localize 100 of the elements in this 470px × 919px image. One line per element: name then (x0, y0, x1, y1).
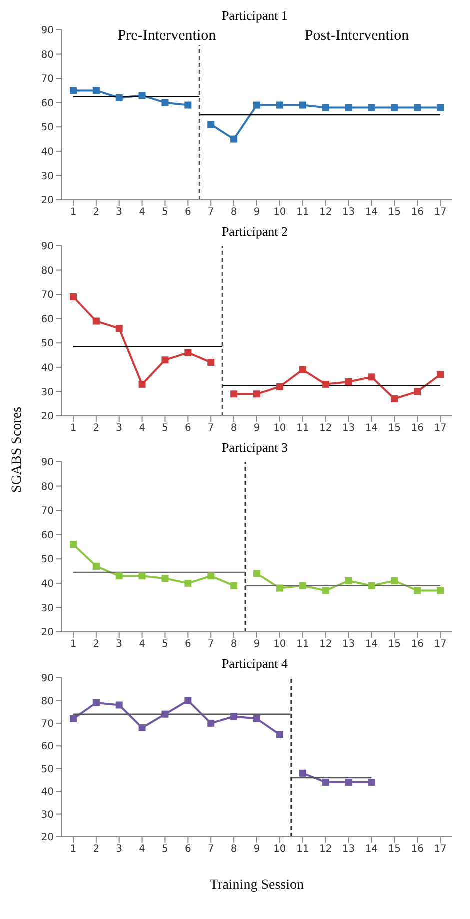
y-tick-label: 60 (41, 98, 54, 110)
x-tick-label: 17 (434, 639, 447, 650)
chart-title: Participant 1 (220, 8, 290, 24)
x-tick-label: 3 (116, 844, 123, 856)
x-tick-label: 2 (93, 844, 100, 856)
point (414, 104, 422, 112)
point (70, 541, 77, 548)
x-tick-label: 2 (93, 639, 100, 650)
point (276, 383, 284, 390)
point (116, 572, 123, 580)
y-tick-label: 80 (41, 50, 54, 61)
point (391, 104, 398, 112)
x-tick-label: 7 (208, 844, 214, 856)
point (322, 778, 330, 786)
point (116, 94, 123, 102)
point (184, 580, 192, 587)
x-tick-label: 6 (184, 639, 192, 650)
x-tick-label: 6 (184, 207, 192, 218)
x-tick-label: 16 (411, 844, 424, 856)
x-tick-label: 10 (274, 844, 286, 856)
point (208, 572, 215, 580)
point (414, 388, 422, 396)
point (368, 104, 376, 112)
y-tick-label: 80 (41, 266, 54, 277)
x-tick-label: 1 (70, 844, 77, 856)
x-tick-label: 12 (319, 844, 332, 856)
x-tick-label: 8 (230, 639, 238, 650)
point (208, 359, 215, 366)
x-tick-label: 1 (70, 423, 77, 434)
x-tick-label: 7 (208, 207, 214, 218)
x-tick-label: 17 (434, 207, 447, 218)
point (368, 778, 376, 786)
point (92, 562, 100, 570)
y-tick-label: 40 (41, 787, 54, 798)
y-tick-label: 20 (41, 196, 54, 207)
point (208, 720, 215, 727)
point (162, 356, 169, 364)
y-tick-label: 40 (41, 578, 54, 590)
x-tick-label: 11 (296, 639, 310, 650)
x-tick-label: 14 (365, 207, 378, 218)
x-tick-label: 3 (116, 423, 123, 434)
point (162, 575, 169, 582)
point (138, 724, 146, 732)
x-tick-label: 3 (116, 207, 123, 218)
x-tick-label: 14 (365, 639, 378, 650)
chart-title: Participant 2 (220, 224, 290, 240)
y-tick-label: 20 (41, 832, 54, 844)
point (230, 390, 238, 398)
y-tick-label: 70 (41, 290, 54, 302)
x-tick-label: 2 (93, 207, 100, 218)
x-tick-label: 11 (296, 423, 310, 434)
y-tick-label: 40 (41, 362, 54, 374)
point (184, 102, 192, 109)
point (437, 371, 444, 378)
y-tick-label: 60 (41, 742, 54, 753)
y-tick-label: 90 (41, 242, 54, 253)
point (230, 582, 238, 590)
point (230, 136, 238, 143)
y-tick-label: 40 (41, 146, 54, 158)
point (92, 318, 100, 325)
x-tick-label: 13 (342, 207, 356, 218)
point (138, 92, 146, 100)
x-tick-label: 4 (139, 423, 146, 434)
y-tick-label: 20 (41, 628, 54, 639)
point (437, 104, 444, 112)
point (116, 702, 123, 709)
x-tick-label: 12 (319, 423, 332, 434)
x-tick-label: 17 (434, 423, 447, 434)
x-tick-label: 2 (93, 423, 100, 434)
x-tick-label: 16 (411, 423, 424, 434)
x-tick-label: 1 (70, 207, 77, 218)
x-tick-label: 10 (274, 207, 286, 218)
point (322, 380, 330, 388)
x-tick-label: 9 (254, 423, 260, 434)
x-tick-label: 11 (296, 207, 310, 218)
point (254, 715, 260, 722)
y-tick-label: 60 (41, 314, 54, 326)
point (345, 378, 352, 386)
point (230, 713, 238, 720)
point (116, 325, 123, 332)
point (184, 349, 192, 356)
y-axis-title: SGABS Scores (10, 407, 26, 493)
x-tick-label: 4 (139, 844, 146, 856)
x-tick-label: 6 (184, 423, 192, 434)
x-tick-label: 4 (139, 639, 146, 650)
chart-title: Participant 3 (222, 440, 288, 455)
y-tick-label: 90 (41, 26, 54, 37)
x-tick-label: 15 (388, 423, 402, 434)
y-tick-label: 50 (41, 764, 54, 776)
y-tick-label: 50 (41, 122, 54, 134)
x-tick-label: 13 (342, 423, 356, 434)
x-tick-label: 10 (274, 639, 286, 650)
point (368, 374, 376, 381)
y-tick-label: 30 (41, 171, 54, 182)
x-tick-label: 3 (116, 639, 123, 650)
x-tick-label: 9 (254, 639, 260, 650)
x-tick-label: 5 (162, 844, 168, 856)
y-tick-label: 70 (41, 718, 54, 730)
x-tick-label: 15 (388, 844, 402, 856)
y-tick-label: 50 (41, 554, 54, 566)
